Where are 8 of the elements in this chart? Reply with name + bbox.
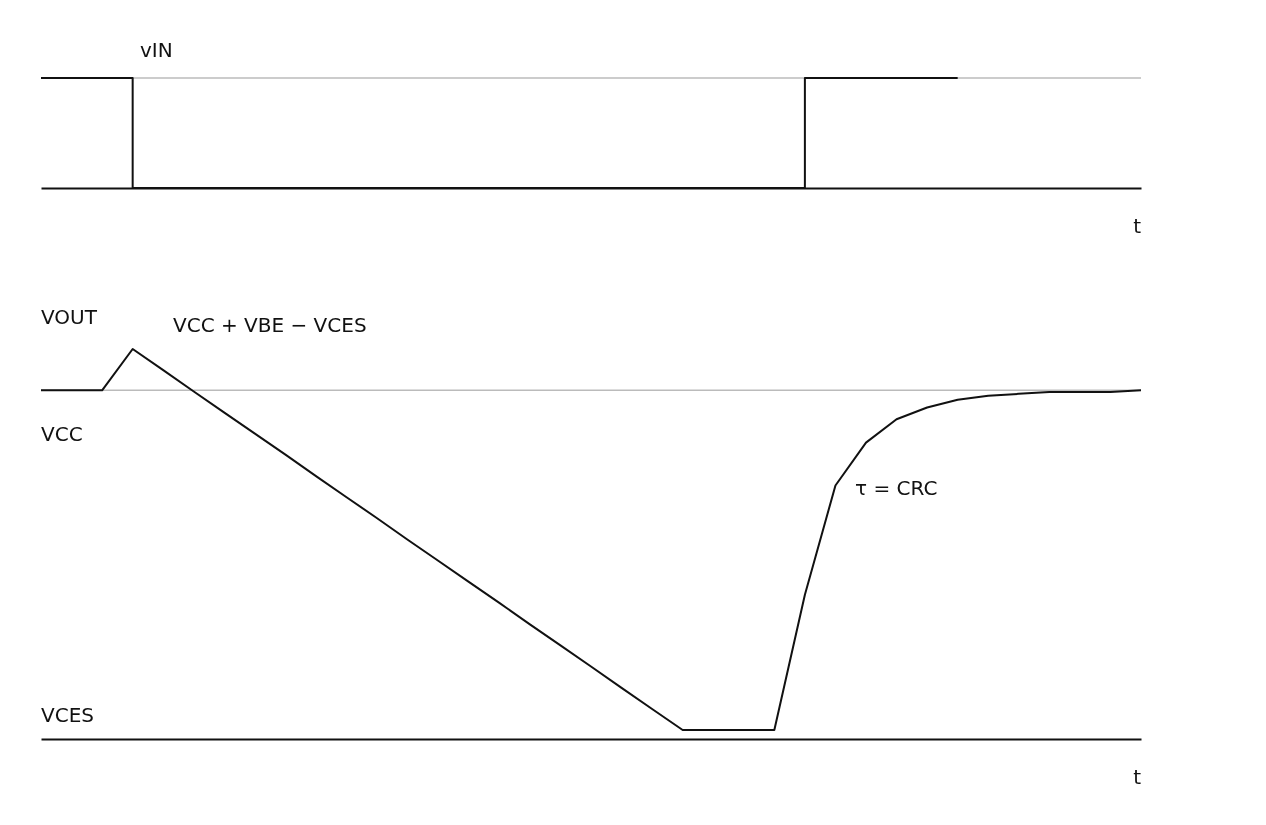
text: VOUT	[41, 304, 98, 329]
text: vIN	[140, 37, 173, 62]
text: t	[1133, 213, 1142, 238]
text: t	[1133, 765, 1142, 789]
annotation: τ = CRC	[855, 476, 938, 501]
annotation: VCC	[41, 421, 83, 446]
annotation: VCES	[41, 702, 94, 727]
text: VCC + VBE − VCES	[173, 312, 367, 337]
